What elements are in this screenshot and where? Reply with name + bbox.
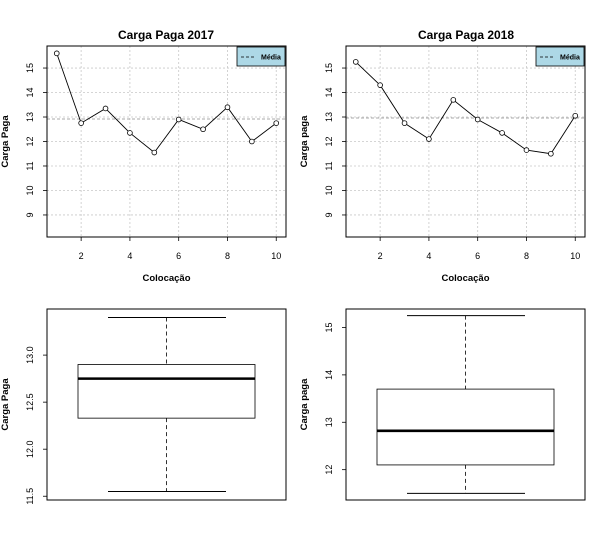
y-tick-label: 12.0 [25,440,35,458]
data-point [426,136,432,142]
data-point [450,97,457,103]
y-tick-label: 12 [324,136,334,146]
y-axis-label: Carga Paga [0,378,11,431]
x-tick-label: 8 [524,251,529,261]
x-tick-label: 10 [570,251,580,261]
x-axis-label: Colocação [142,273,190,284]
data-point [401,120,408,126]
data-point [151,149,158,156]
series-line [355,61,576,155]
data-point [53,50,60,57]
y-tick-label: 10 [324,185,334,195]
iqr-box [77,364,256,419]
data-point [102,105,109,112]
x-tick-label: 2 [378,251,383,261]
y-tick-label: 15 [324,322,334,332]
chart-title: Carga Paga 2017 [118,28,214,42]
y-tick-label: 11 [324,161,334,170]
y-tick-label: 12 [25,136,35,146]
y-tick-label: 13 [25,112,35,122]
data-point [224,104,231,111]
x-tick-label: 8 [225,251,230,261]
y-tick-label: 13.0 [25,346,35,364]
legend-label: Média [261,55,281,62]
data-point [523,147,530,153]
x-tick-label: 2 [79,251,84,261]
y-tick-label: 15 [25,63,35,73]
boxplot-panel-1: 11.5 12.0 12.5 13.0 Carga Paga [0,308,287,505]
plot-frame [345,308,586,501]
y-tick-label: 9 [324,212,334,217]
data-point [78,120,84,126]
iqr-box [376,388,555,466]
legend-box [535,46,585,67]
legend: Média [535,46,585,67]
data-point [273,120,280,126]
y-tick-label: 12 [324,465,334,475]
x-tick-label: 4 [426,251,431,261]
y-tick-label: 14 [324,370,334,380]
y-tick-label: 14 [25,88,35,98]
x-tick-label: 10 [271,251,281,261]
data-point [572,112,579,119]
y-tick-label: 12.5 [25,393,35,411]
y-axis-label: Carga paga [299,378,310,430]
legend-box [236,46,286,67]
y-tick-label: 10 [25,185,35,195]
y-axis-label: Carga Paga [0,115,11,168]
data-point [499,130,505,136]
data-point [127,130,133,136]
chart-title: Carga Paga 2018 [418,28,514,42]
line-panel-1: 2 4 6 8 10 9 10 11 12 13 14 15 Carga Paga 2017 Coloca… [0,28,287,284]
y-tick-label: 13 [324,112,334,122]
y-tick-label: 13 [324,417,334,427]
series-line [56,53,277,154]
data-point [377,82,383,88]
x-tick-label: 4 [127,251,132,261]
data-point [175,116,182,123]
data-point [352,59,359,65]
y-tick-label: 15 [324,63,334,73]
x-tick-label: 6 [475,251,480,261]
y-tick-label: 14 [324,88,334,98]
x-axis-label: Colocação [441,273,489,284]
data-point [200,126,206,133]
y-tick-label: 9 [25,212,35,217]
x-tick-label: 6 [176,251,181,261]
legend-label: Média [560,55,580,62]
legend: Média [236,46,286,67]
y-tick-label: 11 [25,161,35,170]
data-point [548,150,554,157]
plot-frame [345,45,586,238]
y-tick-label: 11.5 [25,488,35,505]
data-point [249,138,255,145]
data-point [474,116,481,123]
plot-frame [46,308,287,501]
line-panel-2: 2 4 6 8 10 9 10 11 12 13 14 15 Carga Paga 2018 Coloca… [299,28,586,284]
y-axis-label: Carga paga [299,115,310,167]
boxplot-panel-2: 12 13 14 15 Carga paga [299,308,586,501]
